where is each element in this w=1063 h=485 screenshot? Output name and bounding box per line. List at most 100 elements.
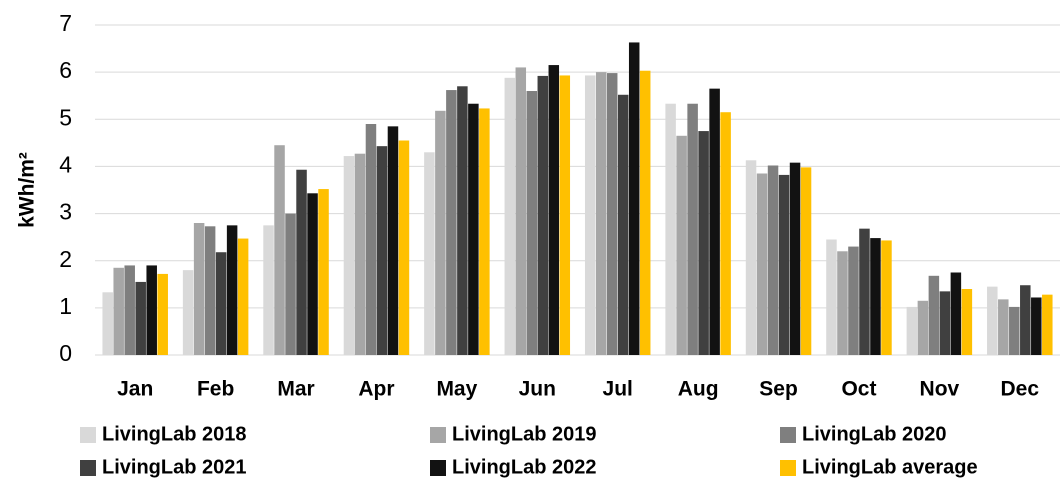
bar: [237, 238, 249, 355]
bar: [479, 108, 490, 355]
bar: [457, 86, 468, 356]
x-tick-label: Jan: [117, 378, 153, 401]
bar: [789, 162, 801, 355]
bar: [628, 42, 640, 355]
legend-label: LivingLab 2021: [102, 456, 247, 478]
bar: [263, 225, 274, 355]
y-tick-label: 1: [59, 293, 72, 319]
bar: [365, 124, 377, 355]
y-tick-label: 7: [59, 10, 72, 36]
bar: [928, 275, 940, 355]
bar: [998, 299, 1009, 355]
bar: [318, 189, 329, 355]
bar: [906, 306, 918, 355]
bar: [1020, 285, 1031, 355]
bar: [917, 300, 929, 355]
bar: [285, 213, 296, 355]
bar: [584, 75, 596, 355]
bar: [157, 273, 168, 355]
bar: [837, 251, 848, 355]
x-tick-label: Feb: [197, 378, 234, 401]
x-tick-label: Jul: [603, 378, 633, 401]
y-tick-label: 2: [59, 246, 72, 272]
bar: [939, 291, 951, 355]
legend-label: LivingLab 2019: [452, 423, 597, 445]
bar: [226, 225, 238, 355]
legend-swatch: [80, 427, 96, 443]
y-tick-label: 4: [59, 152, 72, 178]
bar: [398, 140, 410, 355]
legend-label: LivingLab 2020: [802, 423, 947, 445]
bar: [826, 239, 837, 355]
x-tick-label: Dec: [1001, 378, 1040, 401]
bar: [102, 292, 113, 355]
bar: [193, 223, 205, 355]
bar: [778, 174, 790, 355]
bar: [1042, 294, 1053, 355]
x-tick-label: Jun: [519, 378, 556, 401]
bar: [354, 153, 366, 355]
legend-swatch: [780, 427, 796, 443]
x-tick-label: Aug: [678, 378, 719, 401]
bar: [146, 265, 157, 355]
y-tick-label: 3: [59, 199, 72, 225]
bar: [950, 272, 962, 355]
bar: [617, 94, 629, 356]
x-tick-label: Oct: [841, 378, 876, 401]
bar: [204, 226, 216, 355]
bar: [709, 88, 720, 356]
legend-label: LivingLab 2018: [102, 423, 247, 445]
bar: [515, 67, 527, 355]
bar: [870, 238, 881, 355]
legend-label: LivingLab 2022: [452, 456, 597, 478]
legend-swatch: [430, 460, 446, 476]
bar: [182, 270, 194, 355]
bar: [639, 70, 651, 355]
y-tick-label: 6: [59, 57, 72, 83]
bar: [676, 135, 687, 355]
bar: [387, 126, 399, 355]
bar: [800, 167, 812, 355]
bar: [307, 193, 318, 355]
bar: [606, 73, 618, 355]
bar: [687, 103, 698, 355]
legend-swatch: [780, 460, 796, 476]
bar: [961, 289, 973, 355]
y-axis-label: kWh/m²: [16, 152, 39, 228]
bar: [595, 72, 607, 356]
legend-swatch: [80, 460, 96, 476]
legend-swatch: [430, 427, 446, 443]
bar: [424, 152, 435, 355]
x-tick-label: Apr: [358, 378, 394, 401]
bar: [124, 265, 135, 355]
bar: [215, 252, 227, 355]
bar: [698, 131, 709, 355]
x-tick-label: Mar: [277, 378, 314, 401]
bar: [274, 145, 285, 355]
x-tick-label: Nov: [920, 378, 960, 401]
bar: [1009, 306, 1020, 355]
bar: [756, 173, 768, 355]
legend-label: LivingLab average: [802, 456, 978, 478]
bar: [767, 165, 779, 355]
bar: [113, 267, 124, 355]
bar: [665, 103, 676, 355]
bar: [559, 75, 571, 355]
bar: [343, 156, 355, 355]
bar: [848, 246, 859, 355]
bar: [468, 103, 479, 355]
bar: [376, 146, 388, 355]
y-tick-label: 5: [59, 104, 72, 130]
x-tick-label: Sep: [759, 378, 798, 401]
x-tick-label: May: [436, 378, 477, 401]
bar: [296, 169, 307, 355]
bar: [859, 228, 870, 355]
bar: [526, 91, 538, 355]
bar: [548, 65, 560, 356]
bar: [745, 160, 757, 355]
bar: [435, 110, 446, 355]
bar: [446, 90, 457, 356]
bar: [720, 112, 731, 355]
bar: [135, 281, 146, 355]
